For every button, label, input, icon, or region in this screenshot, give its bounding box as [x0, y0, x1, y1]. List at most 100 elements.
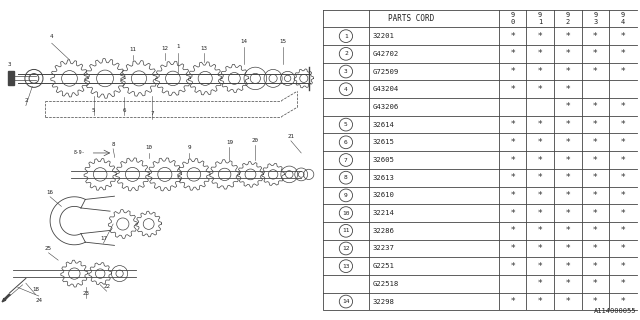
- Text: *: *: [593, 49, 598, 58]
- Text: *: *: [621, 297, 625, 306]
- Text: 32237: 32237: [372, 245, 394, 252]
- Text: *: *: [538, 244, 543, 253]
- Text: 32214: 32214: [372, 210, 394, 216]
- Text: 11: 11: [342, 228, 349, 233]
- Text: G2251: G2251: [372, 263, 394, 269]
- Text: 13: 13: [200, 45, 207, 51]
- Text: *: *: [593, 156, 598, 164]
- Text: *: *: [621, 209, 625, 218]
- FancyArrow shape: [2, 294, 10, 302]
- Text: 6: 6: [344, 140, 348, 145]
- Text: *: *: [510, 156, 515, 164]
- Text: *: *: [538, 156, 543, 164]
- Text: *: *: [538, 173, 543, 182]
- Text: *: *: [538, 297, 543, 306]
- Text: 9: 9: [344, 193, 348, 198]
- Text: *: *: [621, 191, 625, 200]
- Text: *: *: [621, 262, 625, 271]
- Text: 13: 13: [342, 264, 349, 269]
- Text: *: *: [538, 262, 543, 271]
- Text: 5: 5: [92, 108, 95, 113]
- Text: *: *: [621, 102, 625, 111]
- Text: *: *: [538, 85, 543, 94]
- Text: 25: 25: [45, 245, 52, 251]
- Text: 32286: 32286: [372, 228, 394, 234]
- Text: *: *: [621, 173, 625, 182]
- Text: 8: 8: [344, 175, 348, 180]
- Text: A114000055: A114000055: [595, 308, 637, 314]
- Text: 9
0: 9 0: [511, 12, 515, 25]
- Text: *: *: [510, 226, 515, 235]
- Text: *: *: [621, 226, 625, 235]
- Text: *: *: [621, 156, 625, 164]
- Text: 32615: 32615: [372, 139, 394, 145]
- Text: 22: 22: [103, 284, 110, 289]
- Text: *: *: [593, 209, 598, 218]
- Text: *: *: [510, 262, 515, 271]
- Bar: [8, 71, 14, 85]
- Text: 3: 3: [344, 69, 348, 74]
- Text: 7: 7: [150, 111, 154, 116]
- Text: *: *: [538, 138, 543, 147]
- Text: *: *: [566, 173, 570, 182]
- Text: 32201: 32201: [372, 33, 394, 39]
- Text: 9
3: 9 3: [593, 12, 598, 25]
- Text: *: *: [566, 262, 570, 271]
- Text: 21: 21: [287, 133, 294, 139]
- Text: *: *: [566, 279, 570, 288]
- Text: 9
4: 9 4: [621, 12, 625, 25]
- Text: 32298: 32298: [372, 299, 394, 305]
- Text: *: *: [593, 67, 598, 76]
- Text: *: *: [566, 85, 570, 94]
- Text: *: *: [538, 120, 543, 129]
- Text: *: *: [593, 191, 598, 200]
- Text: *: *: [593, 262, 598, 271]
- Text: *: *: [593, 32, 598, 41]
- Text: *: *: [538, 279, 543, 288]
- Text: 6: 6: [123, 108, 126, 113]
- Text: G22518: G22518: [372, 281, 399, 287]
- Text: *: *: [621, 120, 625, 129]
- Text: *: *: [593, 138, 598, 147]
- Text: 9
2: 9 2: [566, 12, 570, 25]
- Text: 8-9-: 8-9-: [74, 150, 86, 156]
- Text: 15: 15: [279, 39, 286, 44]
- Text: 14: 14: [342, 299, 349, 304]
- Text: *: *: [593, 279, 598, 288]
- Text: 32614: 32614: [372, 122, 394, 128]
- Text: 17: 17: [100, 236, 107, 241]
- Text: 12: 12: [342, 246, 349, 251]
- Text: 12: 12: [161, 45, 168, 51]
- Text: 7: 7: [344, 157, 348, 163]
- Text: 20: 20: [252, 138, 259, 143]
- Text: 10: 10: [145, 145, 152, 150]
- Text: 32610: 32610: [372, 192, 394, 198]
- Text: 14: 14: [241, 39, 248, 44]
- Text: 23: 23: [82, 291, 89, 296]
- Text: 3: 3: [8, 61, 12, 67]
- Text: *: *: [538, 209, 543, 218]
- Text: 2: 2: [24, 98, 28, 103]
- Text: G72509: G72509: [372, 68, 399, 75]
- Text: 18: 18: [32, 287, 39, 292]
- Text: 9: 9: [188, 145, 191, 150]
- Text: *: *: [566, 102, 570, 111]
- Text: *: *: [538, 67, 543, 76]
- Text: *: *: [538, 49, 543, 58]
- Text: 24: 24: [35, 298, 42, 303]
- Text: *: *: [510, 244, 515, 253]
- Text: *: *: [621, 279, 625, 288]
- Text: *: *: [593, 226, 598, 235]
- Text: 19: 19: [226, 140, 233, 145]
- Text: 1: 1: [344, 34, 348, 39]
- Text: PARTS CORD: PARTS CORD: [388, 14, 434, 23]
- Text: *: *: [621, 32, 625, 41]
- Text: G43204: G43204: [372, 86, 399, 92]
- Text: *: *: [510, 32, 515, 41]
- Text: *: *: [510, 85, 515, 94]
- Text: G42702: G42702: [372, 51, 399, 57]
- Text: *: *: [510, 209, 515, 218]
- Text: 10: 10: [342, 211, 349, 216]
- Text: 4: 4: [50, 34, 54, 39]
- Text: *: *: [593, 173, 598, 182]
